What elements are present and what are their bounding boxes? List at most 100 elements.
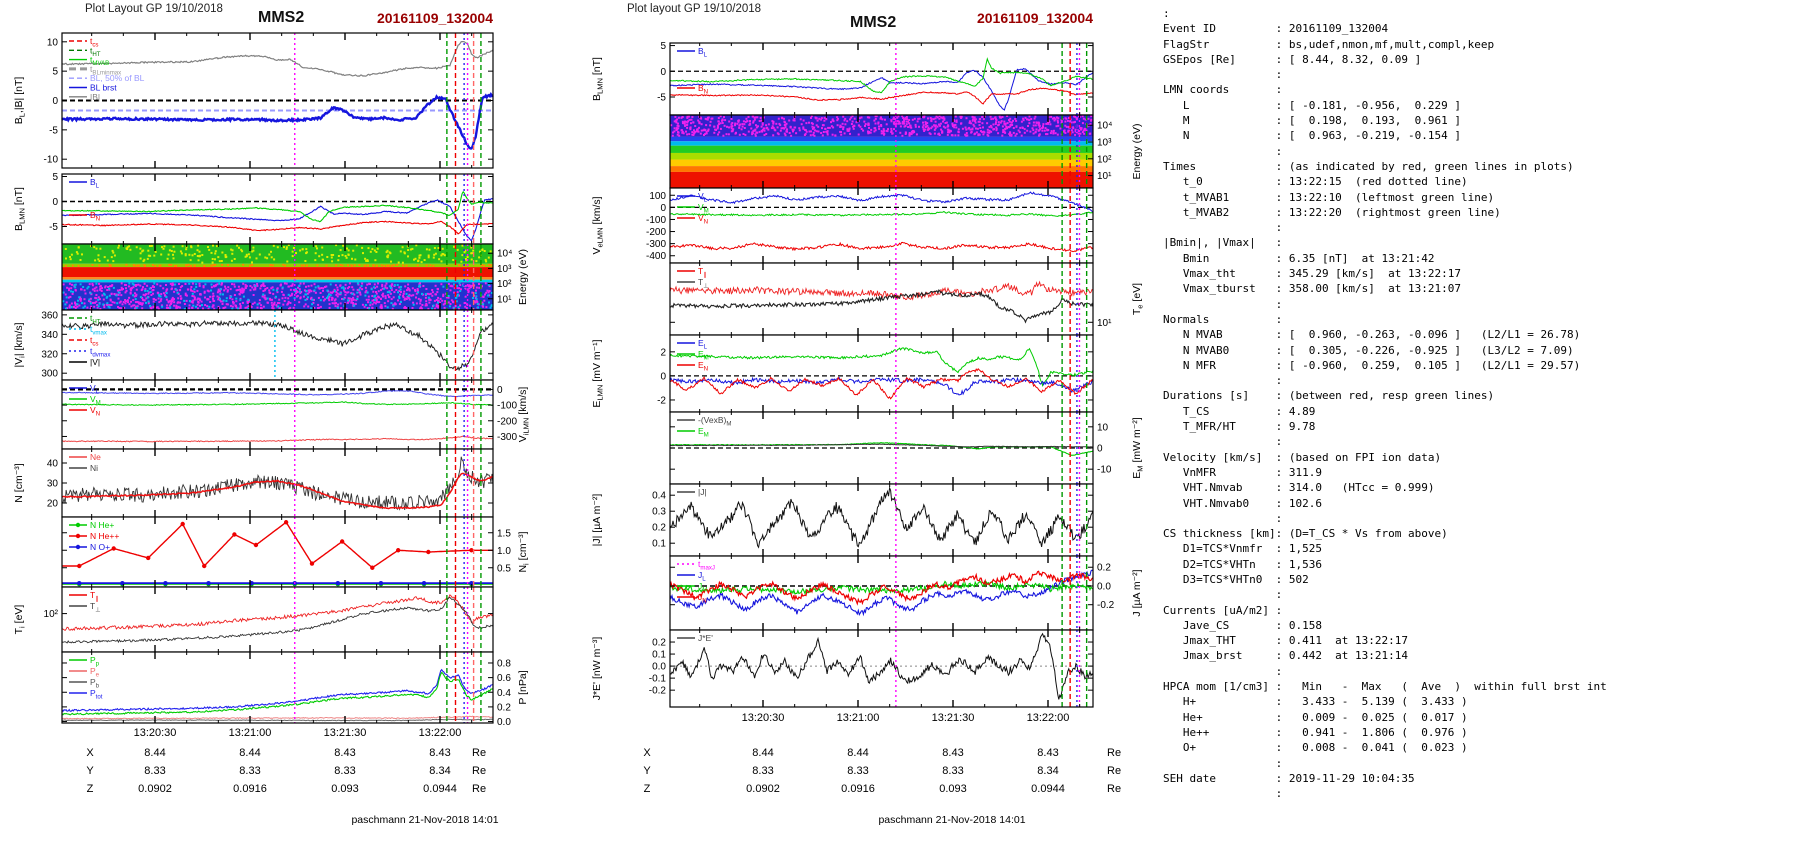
svg-text:BLMN [nT]: BLMN [nT] bbox=[591, 57, 605, 101]
svg-text:Pp: Pp bbox=[90, 655, 100, 668]
info-line: t_MVAB1 : 13:22:10 (leftmost green line) bbox=[1163, 190, 1495, 204]
info-line: T_MFR/HT : 9.78 bbox=[1163, 420, 1316, 434]
svg-text:|V|: |V| bbox=[90, 357, 100, 367]
svg-text:8.34: 8.34 bbox=[429, 765, 450, 777]
info-line: : bbox=[1163, 664, 1283, 678]
panel-j_mag: 0.4 0.3 0.2 0.1 |J| [µA m⁻²] |J| bbox=[591, 483, 1094, 557]
svg-text:0.0: 0.0 bbox=[652, 662, 666, 673]
series-V_M bbox=[669, 210, 1094, 218]
info-line: D2=TCS*VHTn : 1,536 bbox=[1163, 557, 1322, 571]
info-line: t_0 : 13:22:15 (red dotted line) bbox=[1163, 175, 1468, 189]
info-line: VHT.Nmvab0 : 102.6 bbox=[1163, 496, 1322, 510]
series-N He++ bbox=[62, 521, 493, 569]
svg-text:0.2: 0.2 bbox=[497, 702, 511, 713]
info-line: : bbox=[1163, 511, 1283, 525]
svg-text:40: 40 bbox=[47, 459, 59, 470]
info-line: : bbox=[1163, 787, 1283, 801]
svg-text:Pb: Pb bbox=[90, 677, 100, 690]
series-P_tot bbox=[61, 668, 494, 713]
panel-ti: 10² Ti [eV] T∥T⊥ bbox=[13, 586, 494, 653]
svg-text:10¹: 10¹ bbox=[1097, 171, 1112, 182]
svg-text:BL brst: BL brst bbox=[90, 83, 117, 93]
svg-text:0.6: 0.6 bbox=[497, 673, 511, 684]
svg-text:|J| [µA m⁻²]: |J| [µA m⁻²] bbox=[591, 494, 603, 547]
info-line: N MVAB : [ 0.960, -0.263, -0.096 ] (L2/L… bbox=[1163, 328, 1581, 342]
svg-text:-200: -200 bbox=[646, 227, 666, 238]
svg-text:BL,|B| [nT]: BL,|B| [nT] bbox=[13, 77, 27, 125]
middle-event-id: 20161109_132004 bbox=[976, 10, 1093, 26]
svg-text:8.44: 8.44 bbox=[144, 747, 165, 759]
svg-text:tcs: tcs bbox=[90, 335, 98, 348]
svg-text:0.0: 0.0 bbox=[1097, 581, 1111, 592]
svg-text:-5: -5 bbox=[49, 125, 58, 136]
svg-text:VN: VN bbox=[90, 405, 100, 418]
series-|B| bbox=[61, 40, 494, 77]
panel-minor_ion_density: 1.5 1.0 0.5 Ni [cm⁻³] N He+N He++N O+ bbox=[61, 516, 531, 588]
svg-text:Z: Z bbox=[87, 783, 94, 795]
svg-text:0: 0 bbox=[52, 197, 58, 208]
info-line: Durations [s] : (between red, resp green… bbox=[1163, 389, 1495, 403]
info-line: : bbox=[1163, 588, 1283, 602]
panel-vexb_em: 10 0 -10 EM [mW m⁻²] -(VexB)MEM bbox=[669, 411, 1145, 485]
svg-text:N He++: N He++ bbox=[90, 531, 119, 541]
svg-text:8.43: 8.43 bbox=[1037, 747, 1058, 759]
svg-text:BL, 50% of BL: BL, 50% of BL bbox=[90, 73, 145, 83]
svg-text:J*E' [nW m⁻³]: J*E' [nW m⁻³] bbox=[591, 637, 603, 701]
svg-text:Re: Re bbox=[472, 747, 486, 759]
svg-text:EM: EM bbox=[698, 349, 709, 362]
svg-text:-10: -10 bbox=[44, 155, 59, 166]
svg-text:13:22:00: 13:22:00 bbox=[419, 727, 462, 739]
svg-text:-300: -300 bbox=[646, 239, 666, 250]
series-B_M bbox=[61, 190, 494, 223]
series-B_N bbox=[61, 220, 494, 235]
svg-text:VN: VN bbox=[698, 213, 708, 226]
svg-text:0.0944: 0.0944 bbox=[1031, 783, 1065, 795]
svg-text:0.2: 0.2 bbox=[652, 523, 666, 534]
svg-text:340: 340 bbox=[41, 330, 58, 341]
series-BL brst bbox=[61, 91, 494, 150]
svg-text:5: 5 bbox=[52, 67, 58, 78]
svg-text:-0.1: -0.1 bbox=[649, 674, 667, 685]
svg-text:8.44: 8.44 bbox=[847, 747, 868, 759]
svg-text:-5: -5 bbox=[657, 93, 666, 104]
info-line: VHT.Nmvab : 314.0 (HTcc = 0.999) bbox=[1163, 481, 1435, 495]
svg-text:T⊥: T⊥ bbox=[698, 277, 709, 290]
info-line: N MVAB0 : [ 0.305, -0.226, -0.925 ] (L3/… bbox=[1163, 343, 1574, 357]
svg-text:Te [eV]: Te [eV] bbox=[1131, 283, 1145, 315]
svg-text:VM: VM bbox=[698, 202, 709, 215]
info-line: : bbox=[1163, 144, 1283, 158]
svg-text:5: 5 bbox=[660, 41, 666, 52]
svg-text:|J|: |J| bbox=[698, 487, 707, 497]
svg-text:ELMN [mV m⁻¹]: ELMN [mV m⁻¹] bbox=[591, 339, 605, 407]
svg-text:8.33: 8.33 bbox=[334, 765, 355, 777]
info-line: HPCA mom [1/cm3] : Min - Max ( Ave ) wit… bbox=[1163, 680, 1607, 694]
svg-text:-400: -400 bbox=[646, 251, 666, 262]
svg-text:0: 0 bbox=[660, 67, 666, 78]
svg-text:8.33: 8.33 bbox=[847, 765, 868, 777]
svg-text:-(VexB)M: -(VexB)M bbox=[698, 415, 731, 428]
svg-text:0: 0 bbox=[497, 385, 503, 396]
svg-text:10: 10 bbox=[1097, 422, 1109, 433]
plot-column-middle: 5 0 -5 BLMN [nT] BL BN 10⁴ 10³ 10² 10¹ Energy (eV)… bbox=[591, 41, 1145, 826]
info-line: t_MVAB2 : 13:22:20 (rightmost green line… bbox=[1163, 205, 1501, 219]
svg-text:10⁴: 10⁴ bbox=[1097, 121, 1112, 132]
svg-text:ViLMN [km/s]: ViLMN [km/s] bbox=[517, 387, 531, 443]
svg-text:0.0944: 0.0944 bbox=[423, 783, 457, 795]
svg-text:-0.2: -0.2 bbox=[649, 686, 667, 697]
svg-text:tHT: tHT bbox=[90, 313, 101, 326]
svg-text:J*E': J*E' bbox=[698, 633, 713, 643]
svg-text:8.34: 8.34 bbox=[1037, 765, 1058, 777]
svg-text:0.093: 0.093 bbox=[331, 783, 359, 795]
svg-text:tcs: tcs bbox=[90, 36, 98, 49]
info-line: : bbox=[1163, 756, 1283, 770]
info-line: |Bmin|, |Vmax| : bbox=[1163, 236, 1283, 250]
info-line: : bbox=[1163, 7, 1170, 20]
info-line: : bbox=[1163, 221, 1283, 235]
info-line: H+ : 3.433 - 5.139 ( 3.433 ) bbox=[1163, 695, 1468, 709]
series-J_N bbox=[669, 570, 1094, 606]
left-event-id: 20161109_132004 bbox=[376, 10, 493, 26]
svg-text:-0.2: -0.2 bbox=[1097, 600, 1115, 611]
event-info-panel: : Event ID : 20161109_132004 FlagStr : bs,… bbox=[1163, 6, 1607, 801]
